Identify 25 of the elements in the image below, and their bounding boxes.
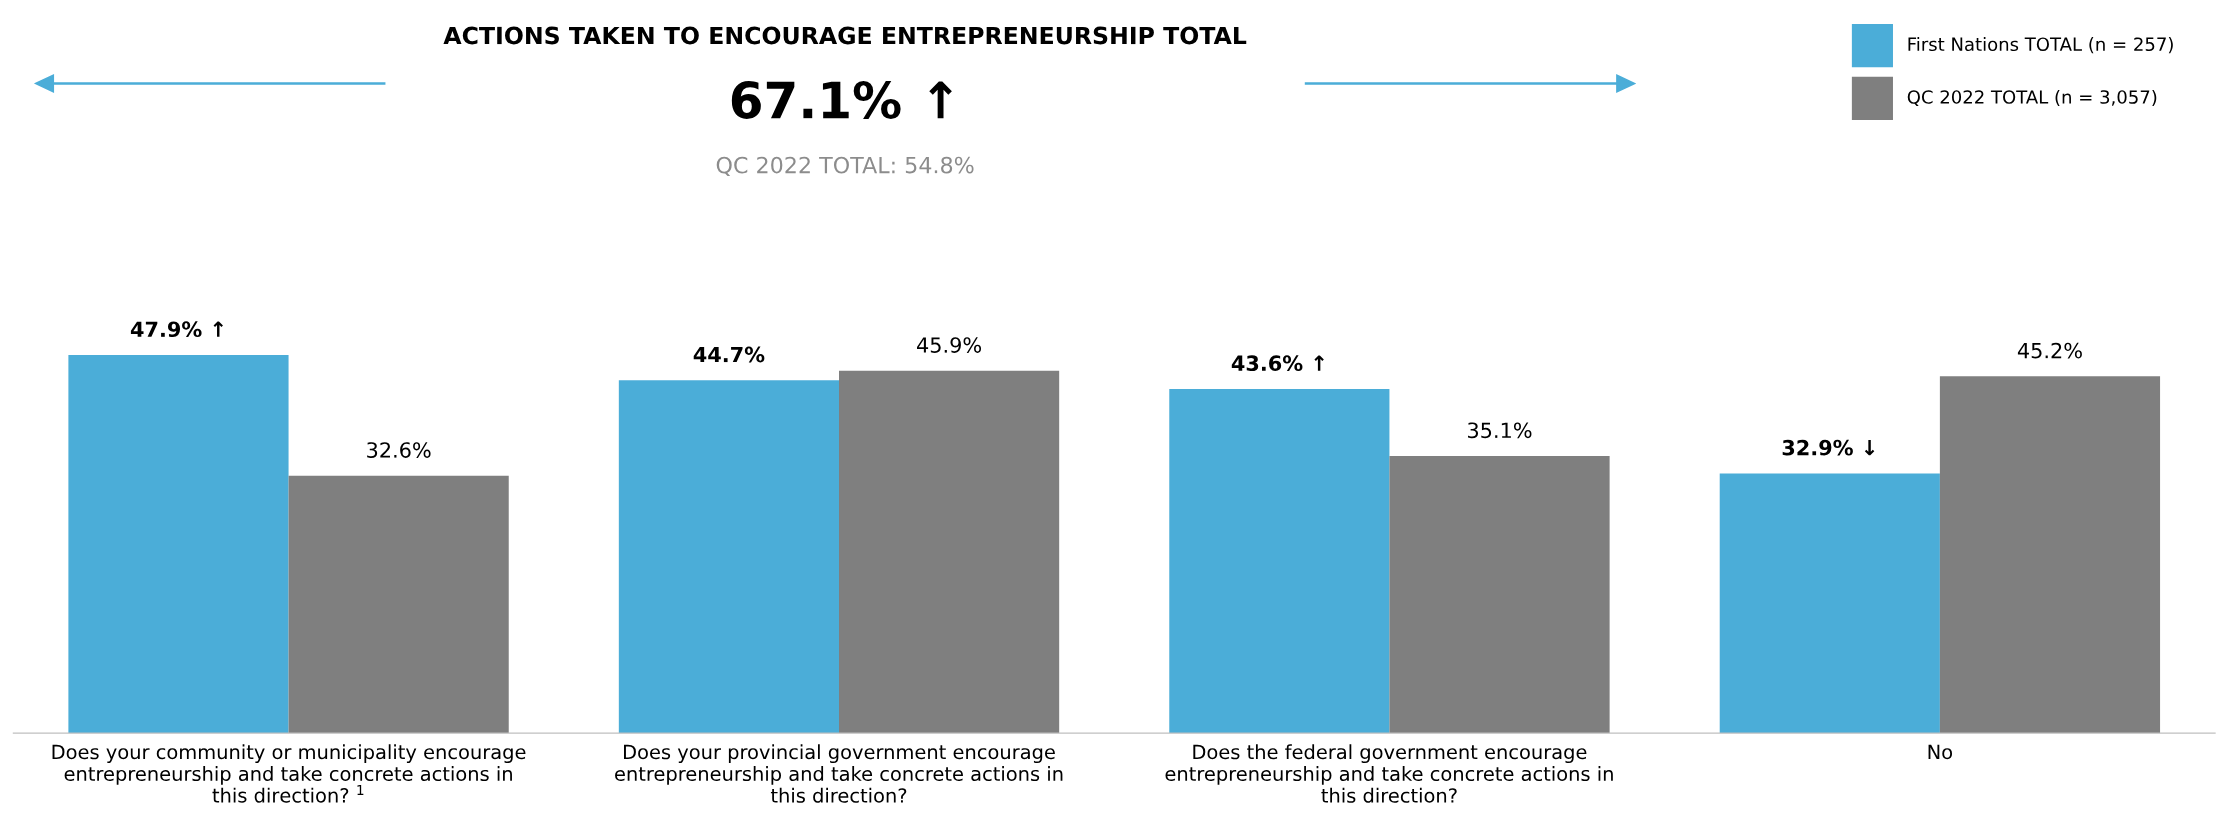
data-label: 44.7%: [693, 346, 765, 363]
legend-label: First Nations TOTAL (n = 257): [1908, 37, 2173, 54]
bar: [68, 355, 289, 734]
data-label: 32.6%: [367, 442, 431, 458]
legend-label: QC 2022 TOTAL (n = 3,057): [1907, 89, 2157, 106]
bar: [1389, 456, 1610, 734]
bar: [1939, 376, 2161, 734]
x-tick-label: Does the federal government encourage entrepreneurship and take concrete actions in this direction?: [1165, 744, 1613, 803]
bar: [288, 475, 509, 734]
x-tick-label: No: [1928, 744, 1953, 760]
chart-title: ACTIONS TAKEN TO ENCOURAGE ENTREPRENEURSHIP TOTAL: [443, 26, 1247, 45]
bar: [839, 370, 1060, 734]
bar: [1719, 473, 1940, 734]
bar: [1169, 388, 1390, 734]
x-tick-label: Does your community or municipality encourage entrepreneurship and take concrete actions in this direction? $^{1}$: [52, 744, 526, 803]
data-label: 45.2%: [2017, 342, 2082, 359]
data-label: 43.6% ↑: [1231, 355, 1324, 372]
bar: [618, 380, 839, 734]
x-tick-label: Does your provincial government encourage entrepreneurship and take concrete actions in this direction?: [615, 744, 1063, 803]
data-label: 45.9%: [917, 337, 982, 353]
data-label: 35.1%: [1468, 422, 1532, 439]
data-label: 47.9% ↑: [130, 321, 223, 338]
chart-subtitle: 67.1% ↑: [731, 81, 952, 119]
data-label: 32.9% ↓: [1782, 439, 1875, 456]
text: QC 2022 TOTAL: 54.8%: [716, 156, 974, 176]
